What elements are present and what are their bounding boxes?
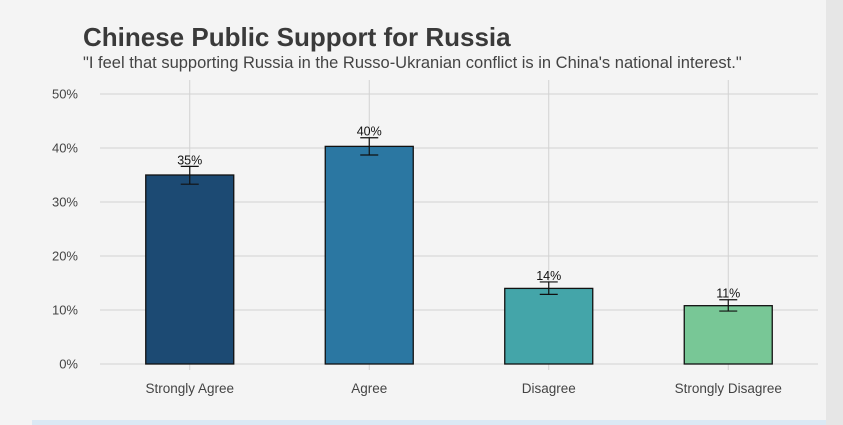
- page-bottom-strip: [32, 420, 826, 425]
- bar: [504, 287, 594, 365]
- y-tick-label: 10%: [52, 303, 78, 318]
- data-label: 11%: [716, 287, 740, 301]
- x-category-label: Strongly Disagree: [675, 381, 782, 396]
- page-edge-strip: [826, 0, 843, 425]
- data-label: 40%: [357, 125, 382, 139]
- x-category-label: Disagree: [522, 381, 576, 396]
- bar: [145, 174, 235, 365]
- bar: [324, 145, 414, 365]
- data-label: 14%: [536, 269, 561, 283]
- y-tick-label: 30%: [52, 195, 78, 210]
- x-category-label: Agree: [351, 381, 387, 396]
- data-label: 35%: [177, 153, 202, 167]
- y-tick-label: 40%: [52, 141, 78, 156]
- y-tick-label: 0%: [59, 357, 78, 372]
- chart-subtitle: "I feel that supporting Russia in the Ru…: [83, 54, 742, 72]
- x-category-label: Strongly Agree: [145, 381, 234, 396]
- bar: [683, 305, 773, 365]
- y-tick-label: 50%: [52, 87, 78, 102]
- chart-title: Chinese Public Support for Russia: [83, 22, 511, 52]
- y-tick-label: 20%: [52, 249, 78, 264]
